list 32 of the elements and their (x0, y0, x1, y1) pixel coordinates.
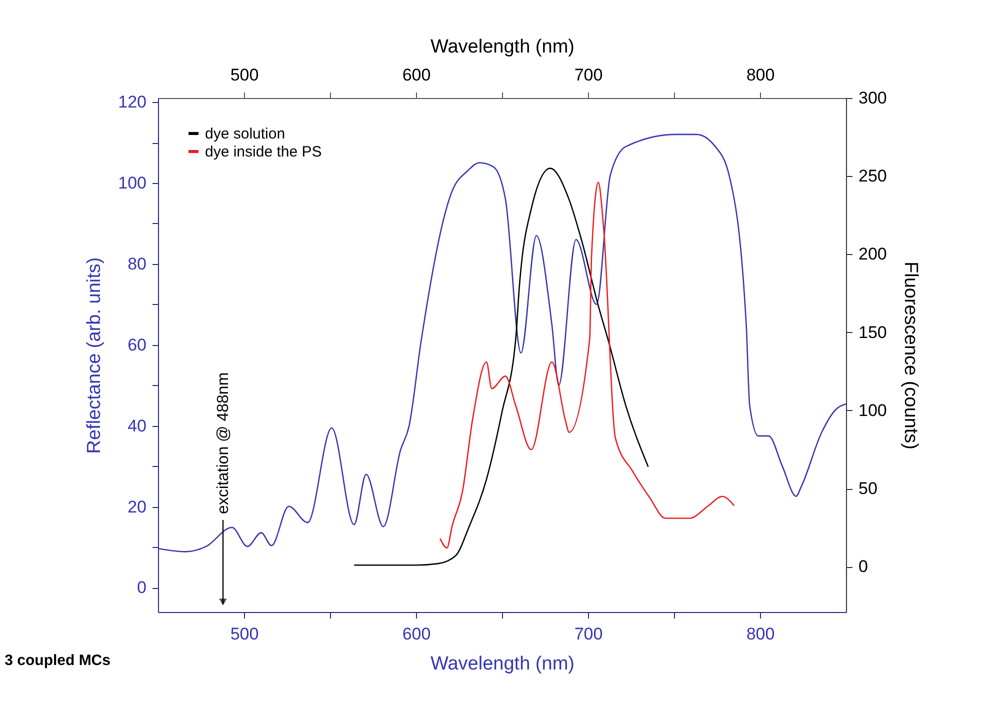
x-tick-label: 500 (230, 624, 259, 644)
y2-tick-label: 300 (858, 88, 887, 108)
line-series (353, 168, 649, 566)
line-series (439, 182, 735, 549)
x-tick-label: 800 (746, 624, 775, 644)
annotation: excitation @ 488nm (215, 372, 232, 514)
y2-tick-label: 50 (858, 479, 878, 498)
x2-tick-label: 800 (746, 66, 775, 84)
y-tick-label: 80 (128, 254, 146, 274)
y2-tick-label: 150 (858, 322, 887, 342)
x2-tick-label: 500 (230, 66, 259, 84)
y-tick-label: 40 (128, 416, 146, 436)
y-tick-label: 0 (137, 578, 146, 598)
y2-axis-title: Fluorescence (counts) (900, 262, 921, 450)
legend-label: dye inside the PS (205, 144, 322, 160)
x2-axis-title: Wavelength (nm) (430, 36, 574, 58)
y2-tick-label: 250 (858, 166, 887, 186)
x-axis-title: Wavelength (nm) (430, 654, 574, 674)
text: 3 coupled MCs (4, 652, 110, 669)
x-tick-label: 600 (402, 624, 431, 644)
y-tick-label: 120 (118, 92, 146, 112)
y-tick-label: 20 (128, 497, 146, 516)
y2-tick-label: 100 (858, 400, 887, 420)
x2-tick-label: 600 (402, 66, 431, 84)
y2-tick-label: 200 (858, 244, 887, 264)
y2-tick-label: 0 (858, 557, 868, 576)
y-tick-label: 100 (118, 173, 146, 192)
y-axis-title: Reflectance (arb. units) (84, 257, 106, 454)
x2-tick-label: 700 (574, 66, 603, 84)
legend-label: dye solution (205, 126, 286, 142)
y-tick-label: 60 (128, 335, 146, 354)
x-tick-label: 700 (574, 624, 603, 644)
